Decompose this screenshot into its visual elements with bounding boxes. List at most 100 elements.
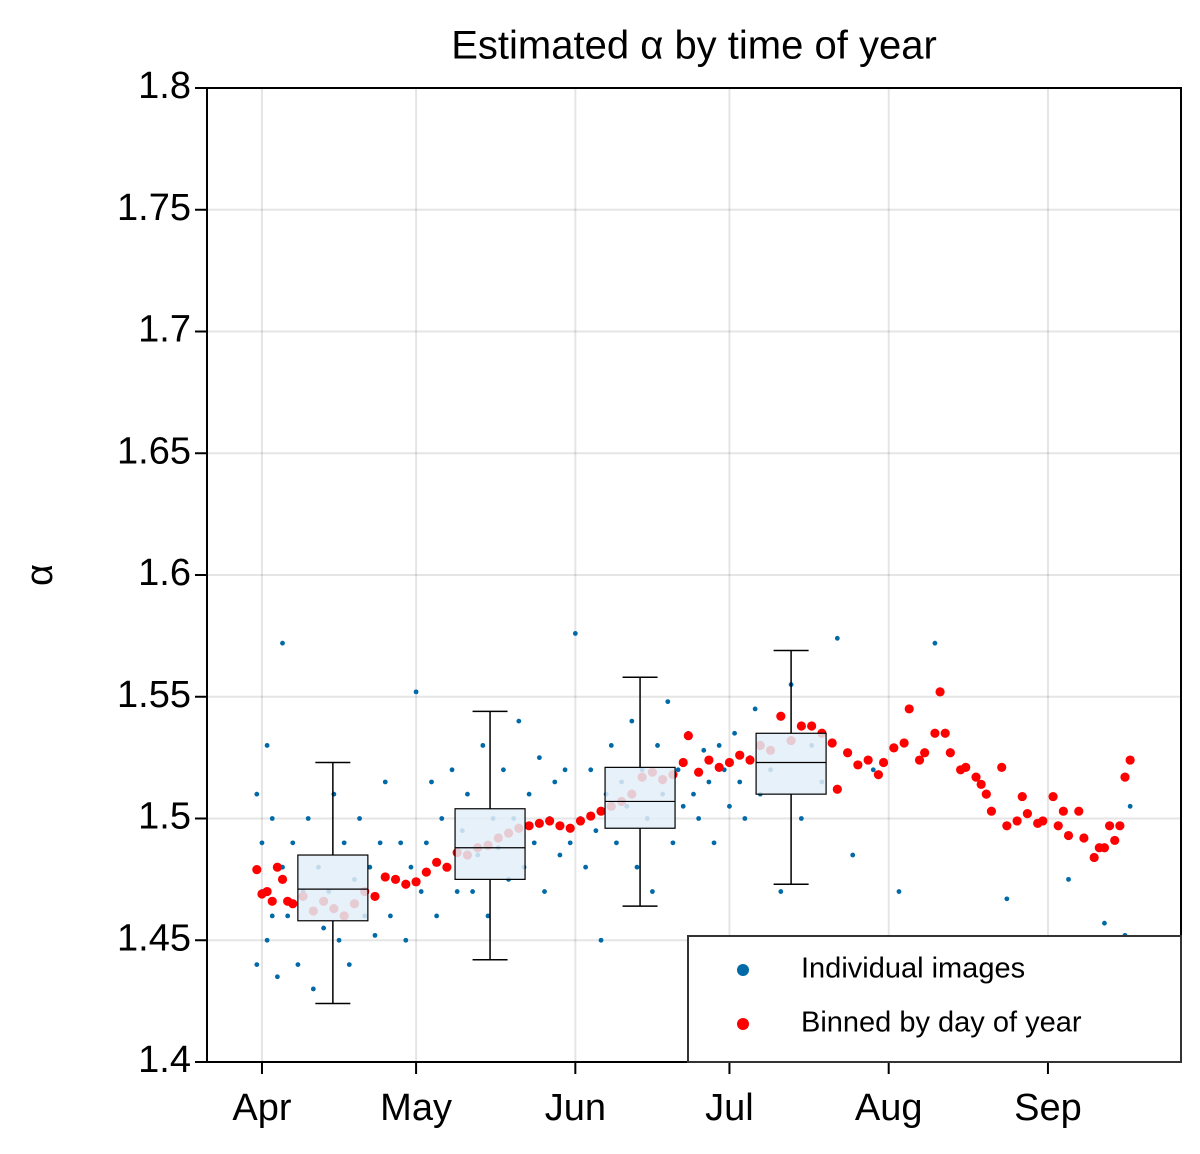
point — [408, 864, 414, 870]
point — [285, 913, 291, 919]
y-tick-label: 1.55 — [117, 674, 191, 716]
point — [914, 755, 925, 765]
point — [596, 806, 606, 816]
legend-marker — [737, 964, 749, 976]
point — [961, 762, 971, 772]
point — [904, 704, 914, 714]
point — [889, 743, 899, 753]
box — [454, 808, 526, 880]
legend-marker — [737, 1018, 749, 1030]
point — [1104, 821, 1115, 831]
point — [850, 852, 856, 858]
point — [321, 925, 327, 931]
point — [716, 743, 722, 748]
point — [277, 874, 288, 884]
point — [1038, 816, 1048, 826]
x-tick-label: Jun — [545, 1087, 606, 1129]
point — [742, 816, 748, 821]
point — [634, 864, 640, 870]
point — [1127, 803, 1133, 809]
point — [1079, 833, 1089, 843]
point — [711, 840, 717, 846]
point — [735, 750, 745, 760]
point — [372, 932, 378, 938]
point — [310, 986, 316, 992]
y-tick-label: 1.65 — [117, 430, 191, 472]
point — [557, 852, 563, 858]
box — [297, 854, 369, 922]
point — [920, 748, 930, 758]
point — [264, 743, 270, 748]
point — [1004, 896, 1010, 902]
point — [678, 757, 688, 768]
point — [778, 889, 784, 894]
point — [470, 889, 475, 894]
point — [976, 779, 986, 790]
point — [843, 748, 853, 758]
point — [1120, 772, 1130, 782]
point — [1053, 821, 1063, 831]
point — [608, 743, 614, 748]
point — [401, 879, 411, 889]
point — [796, 721, 806, 731]
point — [403, 937, 409, 943]
point — [480, 743, 486, 748]
chart-title: Estimated α by time of year — [451, 24, 937, 68]
point — [706, 779, 712, 785]
point — [724, 757, 735, 768]
point — [398, 840, 404, 846]
y-axis-label: α — [19, 564, 61, 586]
point — [832, 784, 842, 794]
point — [264, 937, 270, 943]
point — [280, 640, 285, 646]
point — [665, 699, 671, 705]
point — [454, 889, 460, 894]
point — [387, 913, 393, 919]
point — [593, 828, 599, 834]
point — [288, 899, 298, 909]
legend-label: Binned by day of year — [801, 1007, 1082, 1039]
point — [1058, 806, 1068, 816]
point — [655, 743, 660, 748]
point — [863, 755, 873, 765]
y-tick-label: 1.45 — [117, 917, 191, 959]
point — [259, 840, 265, 846]
point — [269, 816, 275, 821]
point — [382, 779, 388, 785]
point — [704, 755, 714, 765]
y-tick-label: 1.6 — [138, 552, 191, 594]
point — [945, 748, 955, 758]
point — [267, 896, 277, 906]
point — [1110, 835, 1120, 846]
point — [377, 840, 383, 846]
point — [1115, 821, 1125, 831]
point — [807, 721, 817, 731]
point — [752, 706, 758, 712]
point — [295, 962, 301, 967]
point — [714, 762, 724, 772]
point — [555, 821, 565, 831]
point — [526, 791, 532, 797]
point — [1066, 876, 1071, 882]
point — [380, 872, 390, 882]
point — [565, 823, 575, 833]
box — [604, 766, 676, 829]
point — [346, 962, 352, 967]
point — [442, 862, 452, 872]
point — [542, 889, 547, 894]
point — [727, 803, 732, 809]
point — [336, 937, 342, 943]
x-tick-label: Jul — [705, 1087, 754, 1129]
point — [940, 728, 950, 738]
point — [598, 937, 604, 943]
y-tick-label: 1.75 — [117, 187, 191, 229]
point — [1089, 852, 1099, 863]
point — [834, 635, 840, 641]
point — [1048, 791, 1058, 802]
point — [254, 962, 260, 967]
x-tick-label: Aug — [855, 1087, 923, 1129]
point — [575, 816, 586, 826]
point — [896, 889, 902, 894]
point — [370, 891, 380, 902]
point — [986, 806, 997, 816]
